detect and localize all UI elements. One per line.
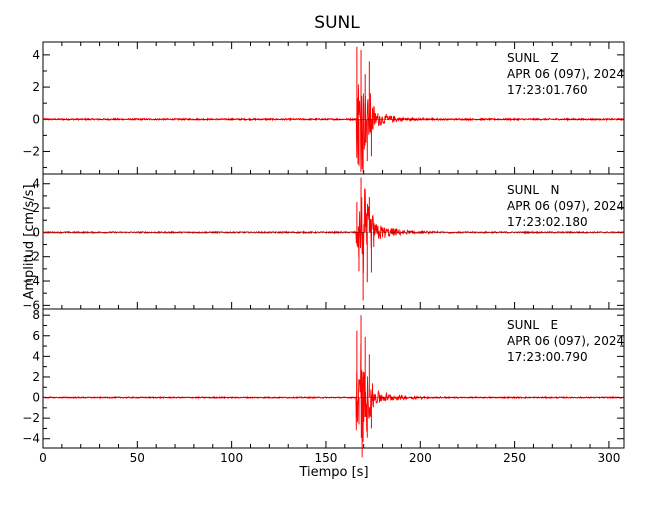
y-tick-label: 0 xyxy=(32,225,40,239)
y-tick-label: 8 xyxy=(32,308,40,322)
chart-title: SUNL xyxy=(314,13,360,33)
time-label: 17:23:02.180 xyxy=(507,215,588,229)
y-axis-title: Amplitud [cm/s/s] xyxy=(22,184,37,299)
y-tick-label: −6 xyxy=(22,298,40,312)
y-tick-label: 2 xyxy=(32,80,40,94)
panel-2: −6 −4 −2 0 2 4 SUNL N APR 06 (097), 2024 17:23:0… xyxy=(22,173,625,312)
y-tick-label: 0 xyxy=(32,391,40,405)
y-tick-label: −2 xyxy=(22,250,40,264)
y-tick-label: 0 xyxy=(32,112,40,126)
y-tick-label: −2 xyxy=(22,411,40,425)
x-tick-label: 150 xyxy=(315,451,338,465)
x-tick-label: 50 xyxy=(130,451,145,465)
y-tick-label: 2 xyxy=(32,201,40,215)
y-tick-label: 6 xyxy=(32,329,40,343)
x-tick-label: 250 xyxy=(503,451,526,465)
panel-3: −4 −2 0 2 4 6 8 SUNL E APR 06 (097), 2024 17:23:0… xyxy=(22,308,625,458)
y-tick-label: 4 xyxy=(32,48,40,62)
x-axis-title: Tiempo [s] xyxy=(298,465,368,480)
panels-layer: −2 0 2 4 SUNL Z APR 06 (097), 2024 17:23:01.76… xyxy=(22,41,625,465)
component-label: SUNL N xyxy=(507,183,559,197)
x-tick-label: 100 xyxy=(220,451,243,465)
component-label: SUNL Z xyxy=(507,51,559,65)
y-tick-label: −2 xyxy=(22,144,40,158)
panel-1: −2 0 2 4 SUNL Z APR 06 (097), 2024 17:23:01.76… xyxy=(22,41,625,175)
x-tick-label: 200 xyxy=(409,451,432,465)
x-tick-label: 300 xyxy=(597,451,620,465)
time-label: 17:23:00.790 xyxy=(507,350,588,364)
panel-frame xyxy=(42,308,625,449)
date-label: APR 06 (097), 2024 xyxy=(507,199,624,213)
x-tick-label: 0 xyxy=(39,451,47,465)
y-tick-label: −4 xyxy=(22,274,40,288)
y-tick-label: 4 xyxy=(32,177,40,191)
y-tick-label: 4 xyxy=(32,349,40,363)
component-label: SUNL E xyxy=(507,318,558,332)
y-tick-label: 2 xyxy=(32,370,40,384)
date-label: APR 06 (097), 2024 xyxy=(507,67,624,81)
time-label: 17:23:01.760 xyxy=(507,83,588,97)
y-tick-label: −4 xyxy=(22,432,40,446)
waveform-line xyxy=(42,84,625,173)
date-label: APR 06 (097), 2024 xyxy=(507,334,624,348)
